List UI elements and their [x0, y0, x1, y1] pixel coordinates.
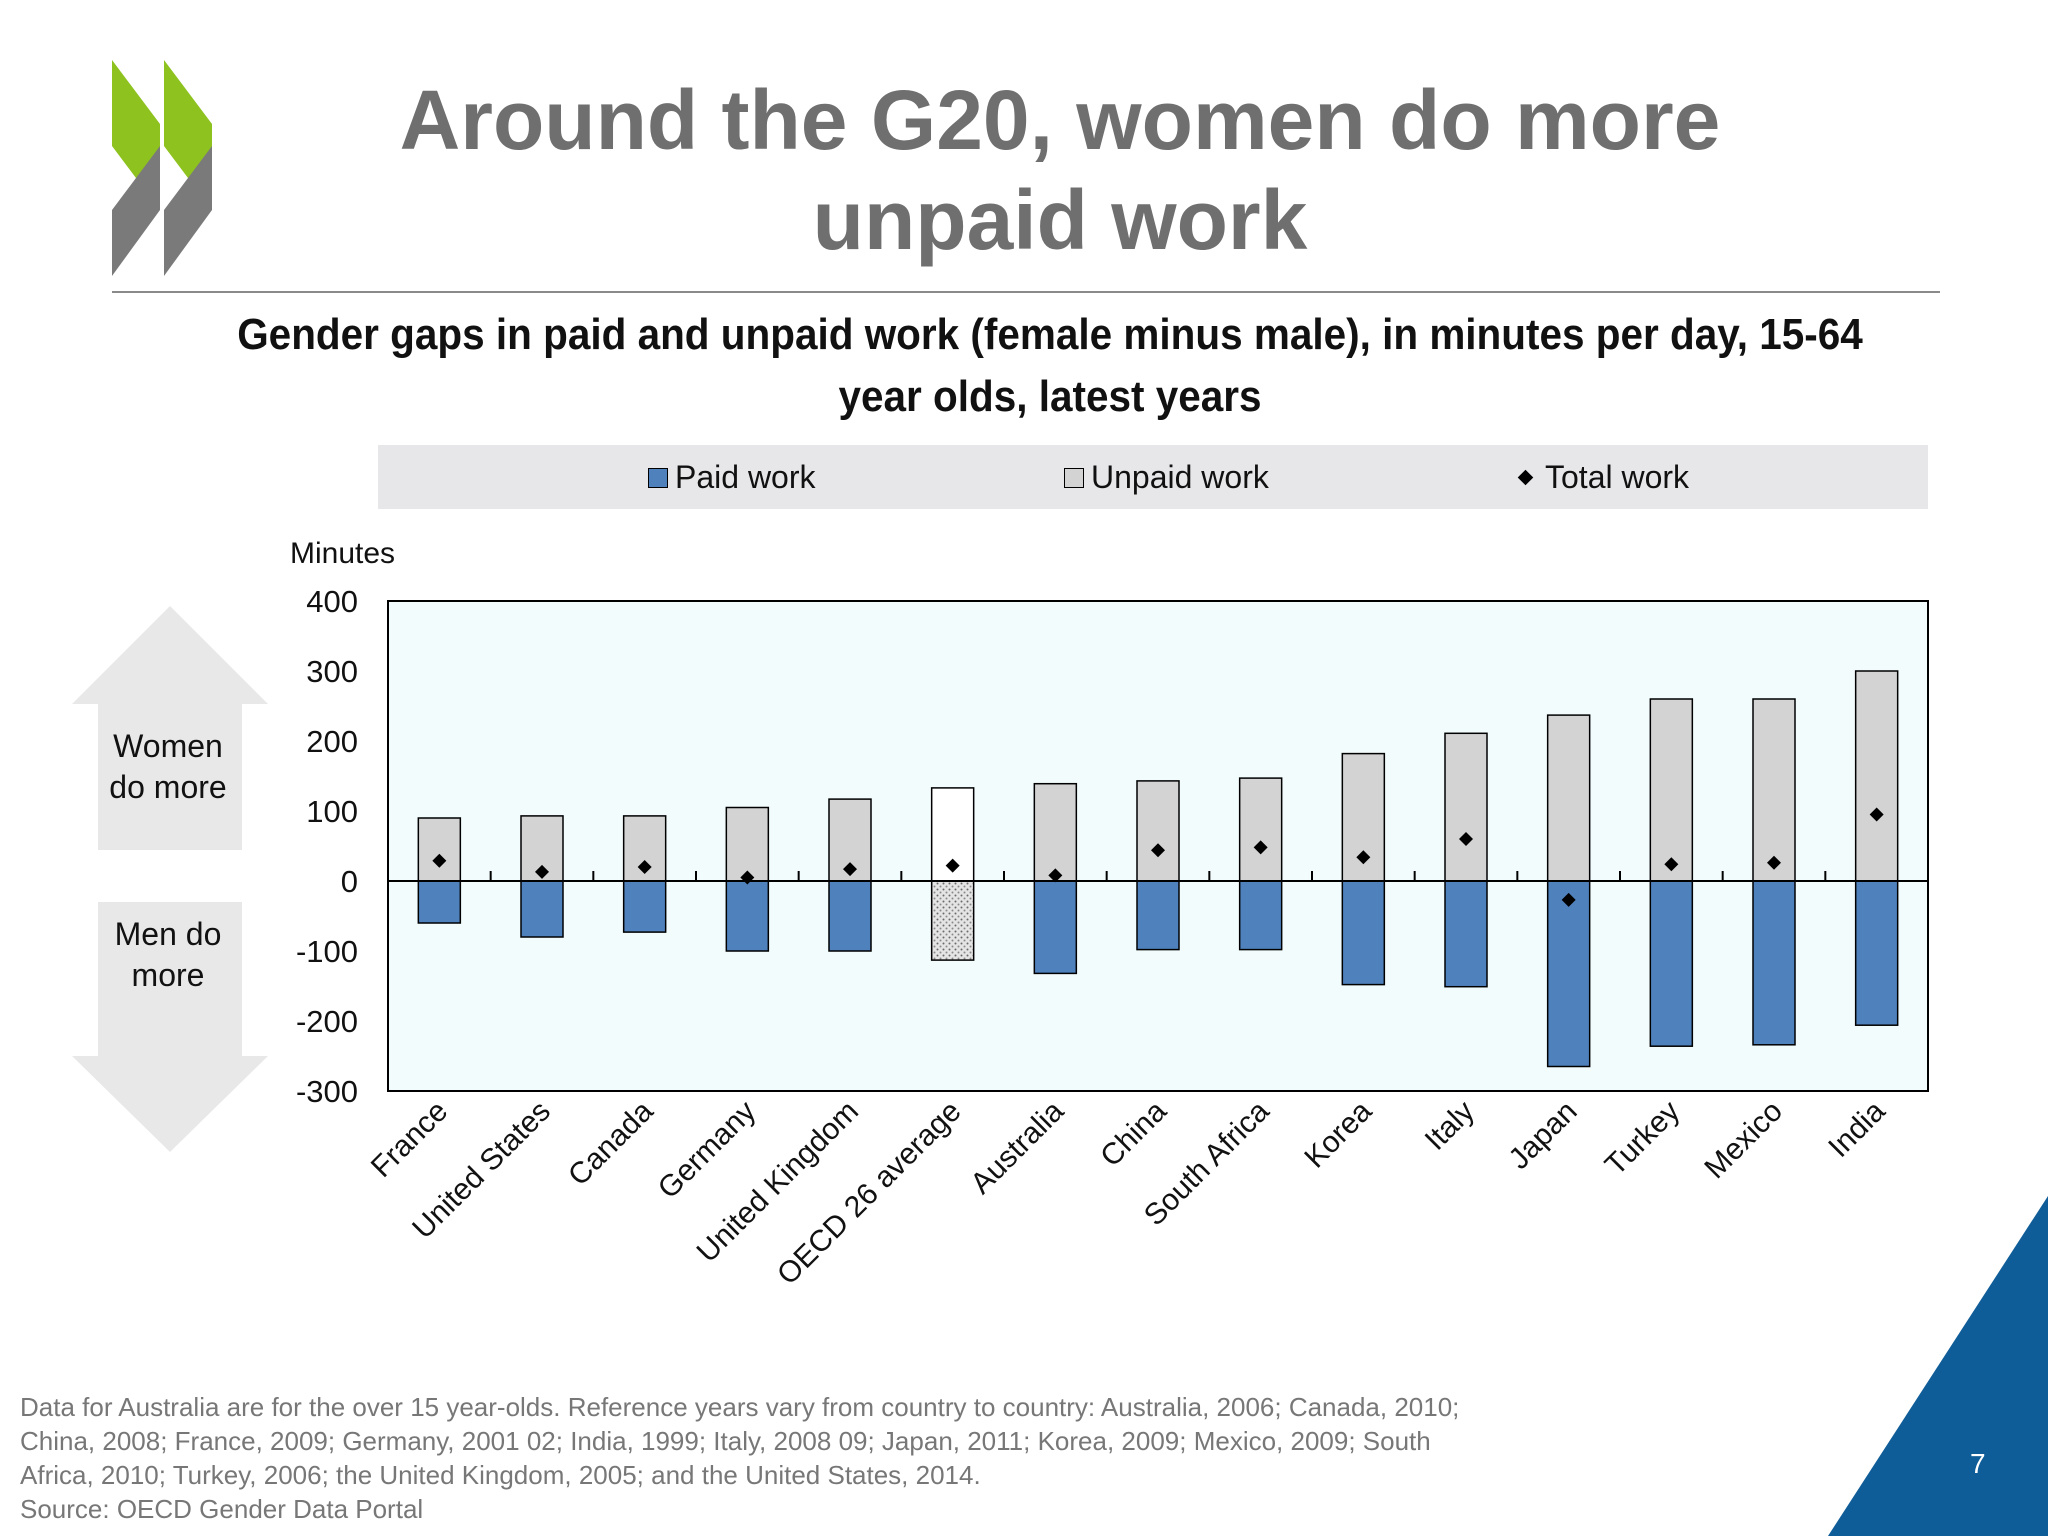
chart-title: Gender gaps in paid and unpaid work (fem… — [237, 310, 1863, 421]
down-arrow-icon — [72, 902, 268, 1152]
total-work-marker — [1459, 832, 1473, 846]
total-work-marker — [1048, 868, 1063, 883]
slide-title: Around the G20, women do more unpaid wor… — [399, 73, 1721, 267]
total-work-marker — [1767, 855, 1781, 870]
oecd-logo — [112, 60, 212, 276]
y-tick-label: 300 — [306, 654, 358, 689]
x-tick-label: India — [1822, 1094, 1892, 1164]
paid-work-bar — [1649, 880, 1694, 1047]
total-work-marker — [1151, 843, 1165, 858]
y-tick-label: 400 — [306, 584, 358, 619]
paid-work-bar — [1033, 880, 1078, 975]
corner-triangle-decoration — [1828, 1196, 2048, 1536]
y-tick-label: 0 — [341, 864, 358, 899]
paid-work-bar — [520, 880, 564, 938]
legend-label-paid: Paid work — [675, 459, 816, 495]
footnote-line: China, 2008; France, 2009; Germany, 2001… — [20, 1426, 1431, 1456]
x-tick-label: France — [365, 1095, 454, 1184]
paid-work-bar — [725, 880, 770, 952]
paid-work-bar — [417, 880, 462, 924]
legend-item-unpaid: Unpaid work — [1064, 459, 1269, 496]
total-work-marker — [432, 853, 447, 868]
unpaid-work-bar — [725, 806, 770, 882]
total-work-marker — [1253, 840, 1268, 855]
paid-work-bar — [1444, 880, 1488, 988]
paid-work-bar — [1341, 880, 1386, 986]
unpaid-work-bar — [1854, 670, 1899, 882]
y-tick-label: -100 — [296, 934, 358, 969]
x-tick-label: Mexico — [1698, 1095, 1789, 1186]
total-work-marker — [740, 870, 755, 885]
x-tick-label: Turkey — [1599, 1095, 1686, 1182]
x-tick-label: Korea — [1298, 1094, 1378, 1174]
paid-work-bar — [1136, 880, 1180, 951]
paid-work-bar — [1752, 880, 1796, 1046]
x-tick-label: Japan — [1502, 1095, 1583, 1176]
total-work-marker — [1356, 850, 1371, 865]
logo-left-gray-stripe — [112, 146, 160, 276]
footnote-line: Africa, 2010; Turkey, 2006; the United K… — [20, 1460, 981, 1490]
source-line: Source: OECD Gender Data Portal — [20, 1494, 424, 1524]
unpaid-work-bar — [417, 817, 462, 882]
total-work-marker — [637, 860, 652, 874]
total-work-marker — [1869, 807, 1884, 822]
total-work-marker — [535, 864, 549, 879]
unpaid-work-bar — [1238, 777, 1283, 882]
footnote: Data for Australia are for the over 15 y… — [20, 1390, 1680, 1526]
up-arrow-icon — [72, 606, 268, 850]
unpaid-work-bar — [1649, 698, 1694, 882]
legend-swatch-unpaid — [1064, 467, 1084, 488]
page-number: 7 — [1970, 1448, 1986, 1479]
paid-work-bar — [1546, 880, 1591, 1068]
x-tick-label: OECD 26 average — [771, 1095, 968, 1292]
unpaid-work-bar — [1033, 782, 1078, 882]
y-tick-label: -200 — [296, 1004, 358, 1039]
legend-swatch-paid — [648, 467, 668, 488]
men-do-more-label: Men do more — [114, 916, 222, 993]
x-tick-label: China — [1094, 1094, 1173, 1173]
unpaid-work-bar — [1136, 780, 1180, 882]
unpaid-work-bar — [1752, 698, 1796, 882]
chart-legend: Paid work Unpaid work Total work — [378, 445, 1928, 509]
total-work-marker — [945, 858, 960, 873]
logo-right-gray-stripe — [164, 146, 212, 276]
total-work-marker — [1664, 857, 1679, 872]
title-divider — [112, 291, 1940, 293]
y-tick-label: -300 — [296, 1074, 358, 1109]
total-work-marker — [843, 862, 857, 877]
y-axis-label: Minutes — [290, 537, 395, 570]
paid-work-bar — [1238, 880, 1283, 951]
x-tick-label: Canada — [562, 1094, 660, 1192]
legend-item-total: Total work — [1516, 459, 1689, 496]
unpaid-work-bar — [1546, 714, 1591, 882]
footnote-line: Data for Australia are for the over 15 y… — [20, 1392, 1460, 1422]
y-tick-label: 200 — [306, 724, 358, 759]
x-tick-label: Italy — [1419, 1095, 1481, 1157]
women-do-more-label: Women do more — [109, 728, 227, 805]
paid-work-bar — [1854, 880, 1899, 1026]
legend-label-total: Total work — [1545, 459, 1690, 495]
legend-label-unpaid: Unpaid work — [1091, 459, 1269, 495]
y-tick-label: 100 — [306, 794, 358, 829]
gender-gap-chart: Minutes 400 300 200 100 0 -100 -200 -300 France… — [290, 537, 1929, 1292]
paid-work-bar — [930, 880, 975, 961]
paid-work-bar — [828, 880, 872, 952]
x-tick-label: Germany — [652, 1095, 763, 1206]
paid-work-bar — [622, 880, 667, 933]
unpaid-work-bar — [1444, 732, 1488, 882]
x-tick-label: Australia — [964, 1094, 1070, 1200]
total-work-marker — [1561, 892, 1576, 907]
legend-item-paid: Paid work — [648, 459, 816, 496]
